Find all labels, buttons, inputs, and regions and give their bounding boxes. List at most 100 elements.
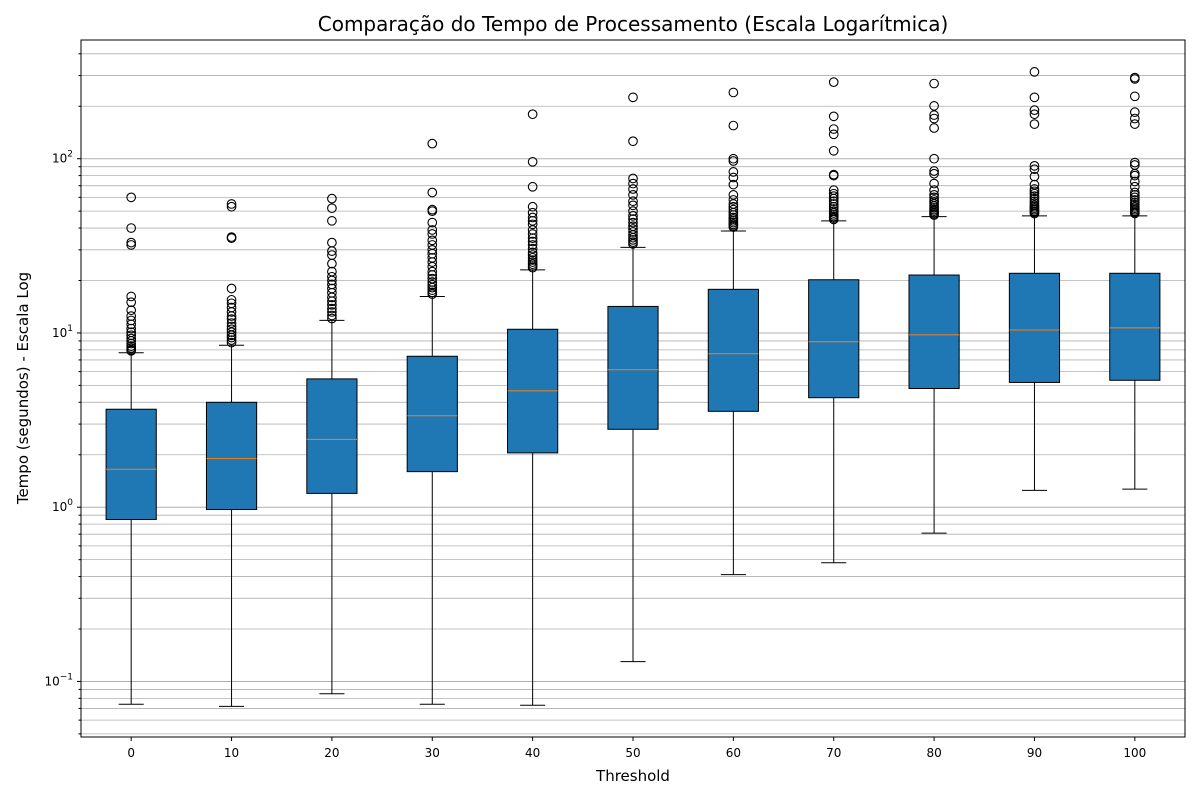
- flier-point: [327, 292, 337, 303]
- flier-point: [226, 307, 237, 317]
- box-group-60: [707, 87, 759, 576]
- flier-point: [427, 257, 438, 267]
- flier-point: [728, 156, 739, 166]
- flier-point: [126, 305, 137, 316]
- flier-point: [226, 314, 237, 325]
- flier-point: [828, 170, 839, 181]
- flier-point: [226, 330, 237, 341]
- flier-point: [1129, 119, 1140, 129]
- flier-point: [126, 223, 137, 233]
- flier-point: [327, 258, 337, 269]
- box-group-70: [808, 77, 860, 564]
- flier-point: [728, 210, 739, 220]
- flier-point: [126, 319, 137, 330]
- flier-point: [327, 313, 337, 324]
- flier-point: [427, 279, 438, 290]
- flier-point: [1129, 187, 1140, 198]
- box-layer: [105, 67, 1161, 707]
- x-tick-label: 50: [625, 746, 640, 760]
- flier-point: [929, 210, 939, 220]
- flier-point: [728, 195, 739, 205]
- flier-point: [1029, 184, 1040, 194]
- flier-point: [527, 250, 538, 260]
- flier-point: [1029, 92, 1040, 103]
- flier-point: [327, 215, 337, 226]
- flier-point: [929, 185, 939, 196]
- x-tick-label: 100: [1123, 746, 1146, 760]
- flier-point: [527, 219, 538, 230]
- flier-point: [1029, 119, 1040, 129]
- flier-point: [929, 153, 939, 164]
- flier-point: [226, 199, 237, 209]
- flier-point: [728, 167, 739, 177]
- box-group-10: [205, 199, 258, 707]
- flier-point: [327, 303, 337, 314]
- flier-point: [427, 235, 438, 246]
- flier-point: [327, 266, 337, 277]
- flier-point: [327, 271, 337, 282]
- flier-point: [1029, 191, 1040, 201]
- iqr-box: [908, 274, 960, 389]
- flier-point: [929, 101, 939, 111]
- flier-point: [226, 318, 237, 328]
- flier-point: [527, 181, 538, 192]
- flier-point: [1129, 170, 1140, 181]
- flier-point: [1029, 160, 1040, 171]
- flier-point: [628, 178, 638, 189]
- flier-point: [1129, 190, 1140, 200]
- x-tick-label: 0: [127, 746, 135, 760]
- flier-point: [929, 110, 939, 120]
- flier-point: [527, 247, 538, 258]
- flier-point: [1129, 91, 1140, 102]
- flier-point: [527, 201, 538, 212]
- flier-point: [527, 262, 538, 273]
- flier-point: [728, 120, 739, 131]
- flier-point: [628, 210, 638, 221]
- flier-point: [327, 246, 337, 256]
- flier-point: [327, 296, 337, 307]
- flier-point: [628, 206, 638, 217]
- flier-point: [226, 283, 237, 294]
- flier-point: [126, 323, 137, 334]
- x-axis-label: Threshold: [595, 767, 670, 785]
- flier-point: [527, 212, 538, 223]
- flier-point: [1029, 105, 1040, 115]
- flier-point: [427, 225, 438, 235]
- flier-point: [628, 200, 638, 211]
- flier-point: [527, 240, 538, 250]
- flier-point: [1129, 208, 1140, 219]
- flier-point: [126, 333, 137, 344]
- flier-point: [628, 235, 638, 245]
- flier-point: [527, 229, 538, 239]
- flier-point: [828, 145, 839, 156]
- flier-point: [527, 236, 538, 247]
- flier-point: [1029, 109, 1040, 120]
- flier-point: [527, 243, 538, 254]
- flier-point: [728, 179, 739, 190]
- flier-point: [728, 190, 739, 200]
- iqr-box: [105, 408, 157, 521]
- flier-point: [427, 229, 438, 239]
- y-axis-label: Tempo (segundos) - Escala Log: [14, 272, 32, 505]
- flier-point: [628, 173, 638, 184]
- flier-point: [929, 168, 939, 179]
- flier-point: [226, 337, 237, 348]
- flier-point: [226, 311, 237, 321]
- flier-point: [1029, 186, 1040, 197]
- flier-point: [427, 217, 438, 228]
- flier-point: [1029, 188, 1040, 199]
- flier-point: [628, 92, 638, 103]
- y-tick-label: 10−1: [44, 672, 73, 688]
- iqr-box: [1008, 272, 1061, 383]
- flier-point: [327, 299, 337, 310]
- flier-point: [126, 338, 137, 349]
- flier-point: [929, 123, 939, 133]
- flier-point: [828, 196, 839, 207]
- flier-point: [427, 244, 438, 255]
- iqr-box: [205, 401, 258, 511]
- flier-point: [828, 129, 839, 140]
- iqr-box: [306, 378, 358, 494]
- flier-point: [1029, 164, 1040, 175]
